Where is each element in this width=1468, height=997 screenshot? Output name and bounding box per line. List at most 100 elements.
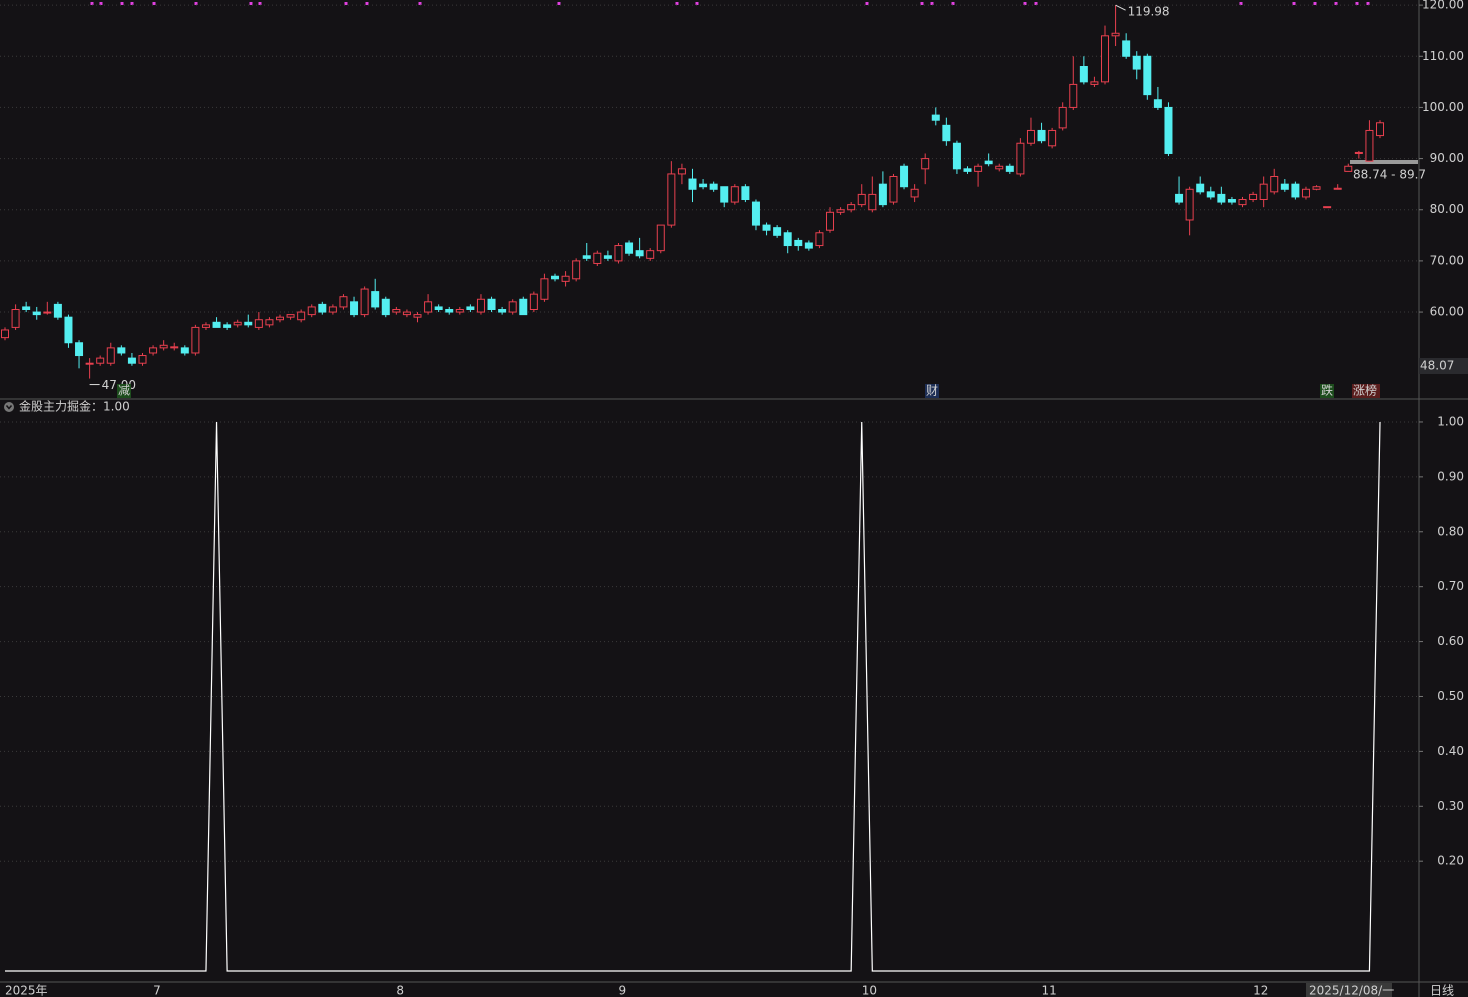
x-tick-label: 7: [153, 984, 161, 997]
candle-body: [1354, 151, 1363, 154]
candle-body: [603, 255, 612, 259]
candle-body: [1333, 187, 1342, 190]
candle-body: [1132, 55, 1141, 70]
y-tick-label: 0.80: [1437, 524, 1464, 538]
candle-body: [212, 321, 221, 328]
candle-body: [900, 165, 909, 188]
signal-dot: [930, 2, 934, 5]
candle-body: [1376, 122, 1385, 137]
signal-dot: [99, 2, 103, 5]
y-tick-label: 120.00: [1422, 0, 1464, 12]
candle-body: [106, 347, 115, 364]
signal-dot: [1023, 2, 1027, 5]
event-label: 涨榜: [1353, 383, 1377, 398]
high-label: 119.98: [1128, 5, 1170, 19]
candle-body: [1259, 183, 1268, 201]
signal-dot: [1292, 2, 1296, 5]
candle-body: [117, 347, 126, 354]
candle-body: [170, 346, 179, 349]
candle-body: [995, 165, 1004, 170]
candle-body: [1101, 35, 1110, 83]
candle-body: [1026, 129, 1035, 144]
candle-body: [952, 142, 961, 170]
candle-body: [815, 232, 824, 247]
event-label: 减: [118, 384, 130, 398]
candle-body: [709, 183, 718, 190]
candle-body: [1175, 193, 1184, 203]
candle-body: [741, 186, 750, 201]
candle-body: [1164, 106, 1173, 154]
candle-body: [265, 319, 274, 326]
candle-body: [1312, 186, 1321, 190]
candle-body: [191, 326, 200, 354]
candle-body: [974, 165, 983, 172]
event-label: 财: [926, 384, 938, 398]
candle-body: [593, 252, 602, 264]
signal-dot: [951, 2, 955, 5]
signal-dot: [557, 2, 561, 5]
collapse-icon[interactable]: [4, 402, 14, 412]
candle-body: [350, 301, 359, 316]
candle-body: [1217, 193, 1226, 203]
candle-body: [1037, 129, 1046, 142]
candle-body: [656, 224, 665, 252]
signal-dot: [90, 2, 94, 5]
candle-body: [286, 314, 295, 318]
candle-body: [1122, 40, 1131, 57]
candle-body: [942, 124, 951, 142]
candle-body: [963, 168, 972, 172]
candle-body: [1227, 199, 1236, 203]
candle-body: [127, 357, 136, 364]
y-tick-label: 70.00: [1430, 253, 1464, 267]
x-tick-label: 12: [1253, 984, 1268, 997]
candle-body: [413, 314, 422, 318]
candle-body: [1196, 183, 1205, 193]
period-label: 日线: [1430, 984, 1454, 997]
candle-body: [1016, 142, 1025, 175]
y-tick-label: 0.40: [1437, 744, 1464, 758]
candle-body: [276, 316, 285, 321]
candle-body: [1005, 165, 1014, 172]
candle-body: [1206, 191, 1215, 198]
signal-dot: [675, 2, 679, 5]
candle-body: [508, 301, 517, 313]
candle-body: [233, 321, 242, 326]
y-tick-label: 110.00: [1422, 49, 1464, 63]
candle-body: [392, 308, 401, 313]
candle-body: [1048, 129, 1057, 147]
candle-body: [984, 160, 993, 165]
candle-body: [32, 311, 41, 316]
candle-body: [487, 298, 496, 310]
candle-body: [582, 255, 591, 259]
candle-body: [878, 183, 887, 206]
candle-body: [254, 319, 263, 328]
candle-body: [43, 311, 52, 314]
candle-body: [455, 308, 464, 313]
candle-body: [371, 291, 380, 308]
y-tick-label: 60.00: [1430, 305, 1464, 319]
candle-body: [201, 324, 210, 328]
candle-body: [476, 298, 485, 313]
x-tick-label: 11: [1042, 984, 1057, 997]
candle-body: [424, 301, 433, 313]
candle-body: [730, 186, 739, 203]
signal-dot: [865, 2, 869, 5]
candle-body: [445, 308, 454, 313]
candle-body: [519, 298, 528, 316]
candle-body: [551, 275, 560, 280]
candle-body: [677, 168, 686, 175]
candle-body: [1090, 81, 1099, 85]
indicator-title: 金股主力掘金：1.00: [19, 399, 130, 414]
signal-dot: [152, 2, 156, 5]
candle-body: [297, 311, 306, 321]
signal-dot: [258, 2, 262, 5]
candle-body: [699, 183, 708, 188]
cursor-date: 2025/12/08/一: [1309, 984, 1394, 997]
candle-body: [826, 211, 835, 231]
candle-body: [434, 306, 443, 310]
signal-dot: [344, 2, 348, 5]
x-tick-label: 8: [396, 984, 404, 997]
candle-body: [931, 114, 940, 121]
